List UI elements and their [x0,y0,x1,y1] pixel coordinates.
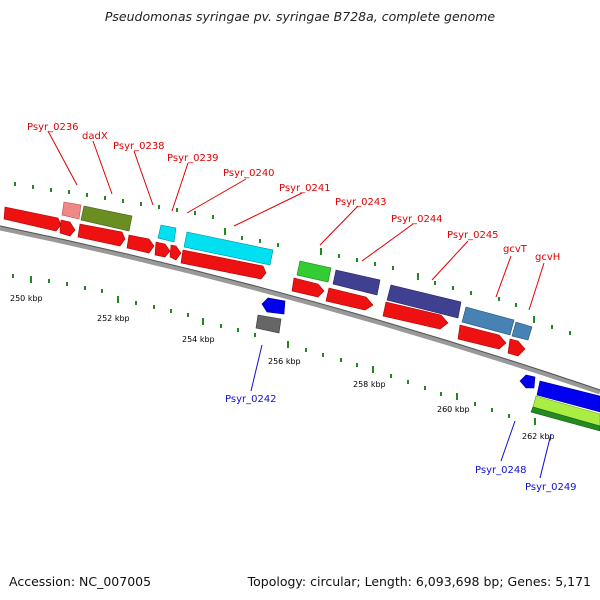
map-title: Pseudomonas syringae pv. syringae B728a,… [104,9,496,24]
cds-arrow[interactable] [154,241,171,258]
gene-psyr-0243[interactable] [296,260,332,283]
label-psyr-0243: Psyr_0243 [335,197,387,208]
label-psyr-0240: Psyr_0240 [223,168,275,179]
gene-dadx[interactable] [80,205,133,232]
gene-psyr-0242-arrow[interactable] [261,297,286,315]
accession-text: Accession: NC_007005 [9,574,152,589]
gene-track-forward [61,201,533,341]
gene-psyr-0249[interactable] [532,395,600,427]
cds-arrow[interactable] [325,287,374,311]
label-psyr-0239: Psyr_0239 [167,153,219,164]
upper-tick-track [14,182,571,335]
scale-label-258: 258 kbp [353,380,386,389]
label-gcvh: gcvH [535,252,560,263]
gene-gcvt[interactable] [461,306,515,336]
label-psyr-0242: Psyr_0242 [225,394,277,405]
gene-track-reverse [255,297,600,432]
gene-psyr-0239[interactable] [157,224,177,243]
label-psyr-0236: Psyr_0236 [27,122,79,133]
label-psyr-0244: Psyr_0244 [391,214,443,225]
cds-arrow[interactable] [3,206,62,232]
genome-stats-text: Topology: circular; Length: 6,093,698 bp… [247,574,591,589]
scale-label-262: 262 kbp [522,432,555,441]
label-gcvt: gcvT [503,244,528,255]
scale-label-254: 254 kbp [182,335,215,344]
cds-arrow[interactable] [291,277,325,298]
gene-psyr-0236[interactable] [61,201,82,220]
gene-psyr-0248-arrow[interactable] [519,374,536,389]
cds-arrow[interactable] [180,249,267,280]
label-psyr-0249: Psyr_0249 [525,482,577,493]
gene-psyr-0245[interactable] [386,284,462,319]
label-psyr-0241: Psyr_0241 [279,183,331,194]
forward-label-leaders [47,130,545,311]
cds-arrow[interactable] [169,244,182,261]
scale-label-252: 252 kbp [97,314,130,323]
cds-track-forward [3,206,526,357]
scale-label-256: 256 kbp [268,357,301,366]
lower-tick-track [12,274,536,425]
cds-arrow[interactable] [126,234,155,254]
cds-arrow[interactable] [457,324,507,350]
label-psyr-0238: Psyr_0238 [113,141,165,152]
reverse-label-leaders [250,344,552,479]
label-dadx: dadX [82,131,108,142]
gene-psyr-0249-lower[interactable] [530,406,600,432]
scale-label-260: 260 kbp [437,405,470,414]
gene-gcvh[interactable] [511,321,533,341]
genome-backbone [0,225,600,395]
label-psyr-0245: Psyr_0245 [447,230,499,241]
cds-arrow[interactable] [382,301,449,330]
gene-psyr-0244[interactable] [332,269,381,296]
gene-psyr-0248[interactable] [536,380,600,413]
gene-psyr-0242[interactable] [255,314,282,334]
genome-backbone-highlight [0,225,600,391]
cds-arrow[interactable] [77,223,126,247]
gene-psyr-0240[interactable] [183,231,274,266]
label-psyr-0248: Psyr_0248 [475,465,527,476]
cds-arrow[interactable] [59,219,76,237]
scale-label-250: 250 kbp [10,294,43,303]
cds-arrow[interactable] [507,338,526,357]
